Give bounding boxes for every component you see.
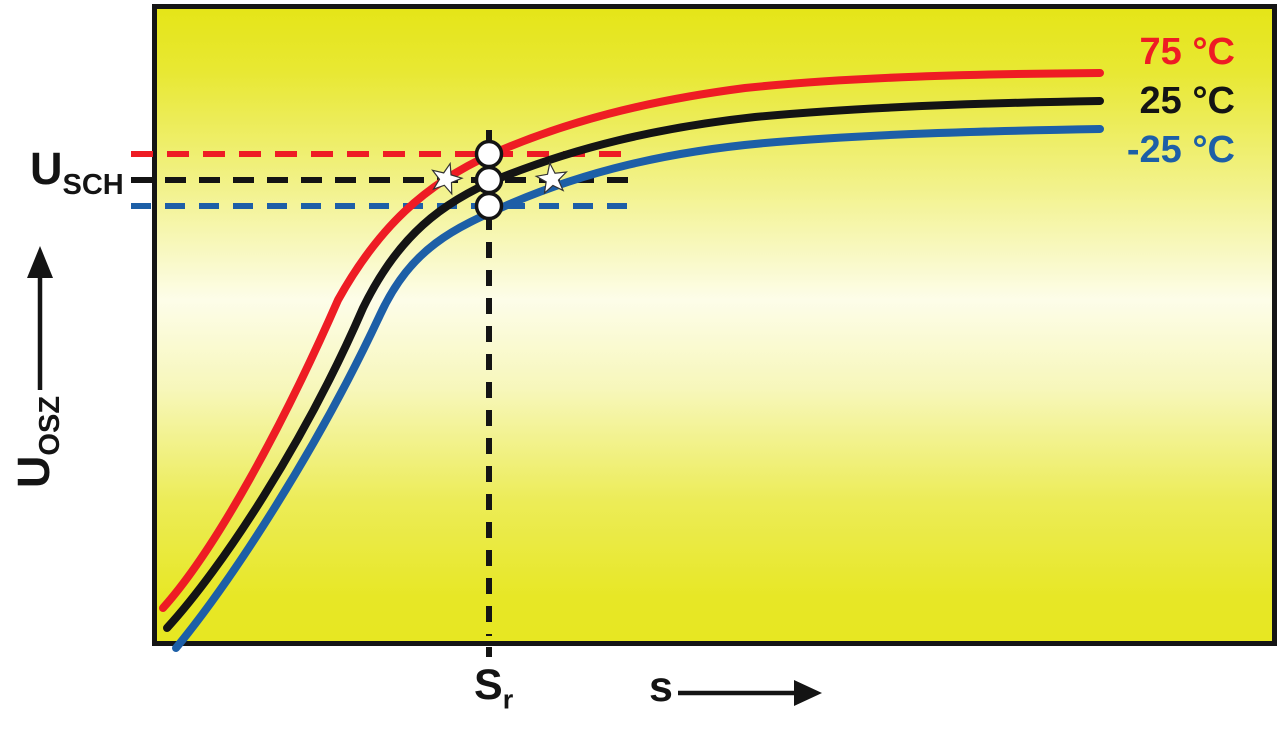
x-ref-label-sub: r: [502, 684, 514, 715]
y-threshold-label: USCH: [30, 146, 124, 200]
y-axis-label-sub: OSZ: [34, 395, 66, 456]
y-axis-label-main: U: [8, 455, 59, 489]
legend-item-75c: 75 °C: [1139, 31, 1235, 73]
y-axis-arrow-icon: [27, 246, 53, 278]
x-axis-label-main: s: [649, 663, 673, 711]
legend-item-minus25c: -25 °C: [1126, 129, 1235, 171]
y-threshold-label-sub: SCH: [62, 169, 124, 201]
x-axis-arrow-icon: [794, 680, 822, 706]
legend: 75 °C 25 °C -25 °C: [1090, 28, 1235, 175]
x-axis-label: s: [649, 666, 673, 709]
x-ref-label-main: S: [474, 661, 503, 709]
legend-item-25c: 25 °C: [1139, 80, 1235, 122]
y-threshold-label-main: U: [30, 143, 63, 194]
y-axis-label: UOSZ: [8, 367, 66, 517]
x-ref-label: Sr: [474, 664, 513, 714]
